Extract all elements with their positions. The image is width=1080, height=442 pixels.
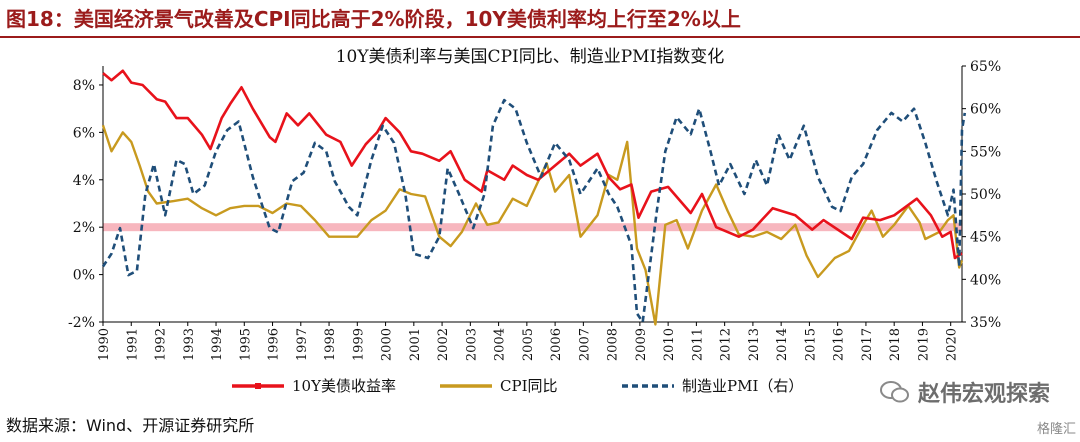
x-tick-label: 2016 xyxy=(832,328,847,361)
chart-title: 10Y美债利率与美国CPI同比、制造业PMI指数变化 xyxy=(336,47,725,67)
watermark-stamp: 格隆汇 xyxy=(1036,422,1076,437)
x-tick-label: 2014 xyxy=(775,328,790,361)
x-tick-label: 2015 xyxy=(803,328,818,361)
y-left-tick-label: 0% xyxy=(73,268,95,284)
watermark: 赵伟宏观探索 xyxy=(879,376,1050,408)
x-tick-label: 1991 xyxy=(125,328,140,361)
x-tick-label: 2003 xyxy=(464,328,479,361)
x-tick-label: 2020 xyxy=(945,328,960,361)
x-tick-label: 2004 xyxy=(493,328,508,361)
x-tick-label: 1994 xyxy=(210,328,225,361)
y-right-tick-label: 35% xyxy=(970,315,1001,331)
series-line-1 xyxy=(101,124,964,326)
x-tick-label: 1993 xyxy=(182,328,197,361)
x-tick-label: 2006 xyxy=(549,328,564,361)
x-tick-label: 2008 xyxy=(606,328,621,361)
watermark-text: 赵伟宏观探索 xyxy=(917,382,1050,407)
y-left-tick-label: 2% xyxy=(73,220,95,236)
x-tick-label: 2011 xyxy=(690,328,705,361)
legend-label-0: 10Y美债收益率 xyxy=(292,377,396,395)
x-tick-label: 2010 xyxy=(662,328,677,361)
x-tick-label: 1997 xyxy=(295,328,310,361)
line-chart: 10Y美债利率与美国CPI同比、制造业PMI指数变化 -2% 0% 2% 4% 6% 8%… xyxy=(68,47,1001,395)
y-right-tick-label: 50% xyxy=(970,187,1001,203)
y-left-tick-label: 8% xyxy=(73,78,95,94)
source-note: 数据来源：Wind、开源证券研究所 xyxy=(6,416,255,435)
x-tick-label: 2005 xyxy=(521,328,536,361)
y-right-tick-label: 45% xyxy=(970,230,1001,246)
x-tick-label: 2018 xyxy=(888,328,903,361)
x-tick-label: 1996 xyxy=(267,328,282,361)
x-tick-label: 1995 xyxy=(238,328,253,361)
x-tick-label: 2007 xyxy=(577,328,592,361)
legend-label-1: CPI同比 xyxy=(500,377,558,395)
x-tick-label: 2012 xyxy=(719,328,734,361)
threshold-band-2pct xyxy=(103,223,962,232)
legend-marker xyxy=(255,383,261,389)
x-tick-label: 2000 xyxy=(380,328,395,361)
x-tick-label: 2002 xyxy=(436,328,451,361)
x-tick-label: 2013 xyxy=(747,328,762,361)
x-tick-label: 2017 xyxy=(860,328,875,361)
x-tick-label: 1999 xyxy=(351,328,366,361)
x-tick-label: 2019 xyxy=(916,328,931,361)
x-tick-label: 1998 xyxy=(323,328,338,361)
series-line-2 xyxy=(101,98,967,324)
y-right-tick-label: 60% xyxy=(970,102,1001,118)
x-tick-label: 2009 xyxy=(634,328,649,361)
y-left-tick-label: -2% xyxy=(68,315,95,331)
legend-label-2: 制造业PMI（右） xyxy=(682,377,803,395)
y-left-tick-label: 6% xyxy=(73,125,95,141)
y-right-tick-label: 40% xyxy=(970,272,1001,288)
y-right-tick-label: 65% xyxy=(970,59,1001,75)
x-tick-label: 1992 xyxy=(154,328,169,361)
y-left-tick-label: 4% xyxy=(73,173,95,189)
y-right-tick-label: 55% xyxy=(970,144,1001,160)
x-tick-label: 2001 xyxy=(408,328,423,361)
x-tick-label: 1990 xyxy=(97,328,112,361)
wechat-icon xyxy=(879,381,909,403)
figure-title: 图18：美国经济景气改善及CPI同比高于2%阶段，10Y美债利率均上行至2%以上 xyxy=(0,0,1080,38)
